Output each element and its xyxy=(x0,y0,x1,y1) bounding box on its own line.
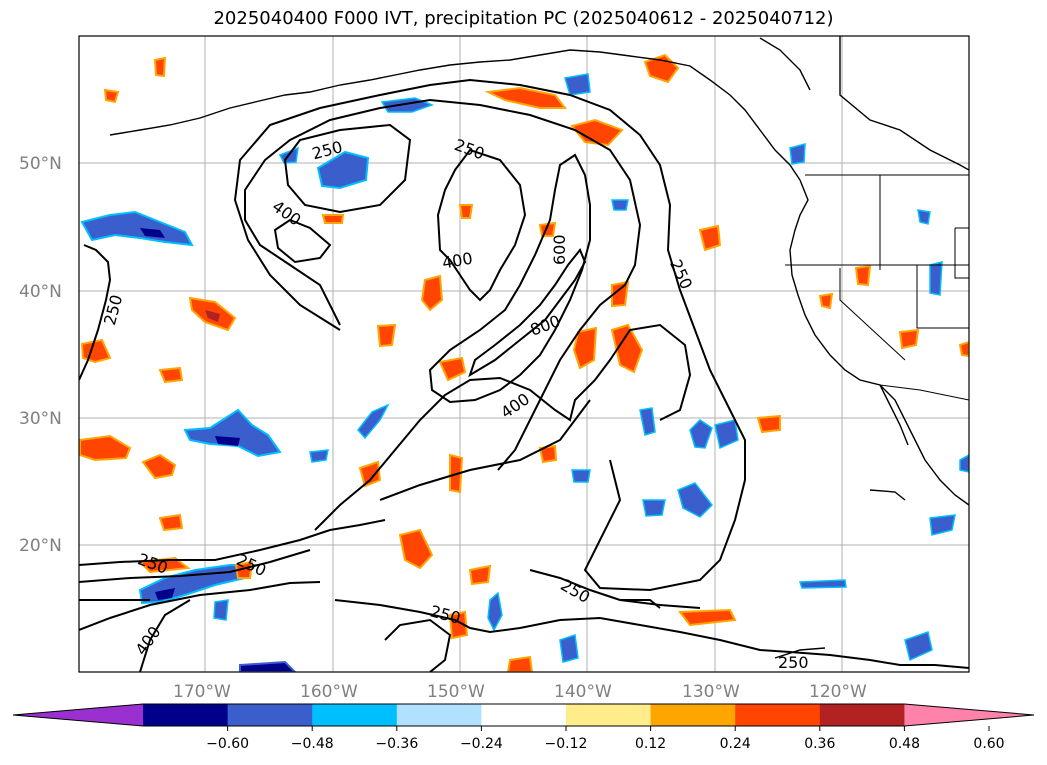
colorbar-extend-high xyxy=(904,704,1034,726)
colorbar-tick-label: −0.36 xyxy=(375,736,418,752)
lon-label-170w: 170°W xyxy=(173,682,231,702)
colorbar-segment xyxy=(143,704,229,726)
colorbar-ticks: −0.60 −0.48 −0.36 −0.24 −0.12 0.12 0.24 0.36 0.4… xyxy=(206,726,1005,752)
coastlines xyxy=(109,36,969,659)
colorbar-segment xyxy=(650,704,736,726)
lon-label-140w: 140°W xyxy=(554,682,612,702)
map-frame xyxy=(78,35,970,673)
colorbar-tick-label: −0.24 xyxy=(460,736,503,752)
colorbar-tick-label: 0.60 xyxy=(973,736,1004,752)
colorbar-tick-label: −0.12 xyxy=(545,736,588,752)
colorbar-tick-label: 0.48 xyxy=(889,736,920,752)
contour-label: 600 xyxy=(550,234,569,265)
longitude-labels: 170°W 160°W 150°W 140°W 130°W 120°W xyxy=(173,682,867,702)
political-borders xyxy=(785,174,969,401)
precip-positive-regions xyxy=(79,53,969,672)
ivt-contours xyxy=(79,78,969,672)
colorbar-extend-low xyxy=(13,704,143,726)
colorbar-segment xyxy=(566,704,652,726)
colorbar-tick-label: −0.48 xyxy=(291,736,334,752)
colorbar-tick-label: 0.36 xyxy=(804,736,835,752)
lon-label-160w: 160°W xyxy=(300,682,358,702)
colorbar xyxy=(12,703,1035,727)
colorbar-tick-label: 0.12 xyxy=(635,736,666,752)
lat-label-40n: 40°N xyxy=(19,282,62,302)
colorbar-segment xyxy=(312,704,398,726)
colorbar-tick-label: 0.24 xyxy=(720,736,751,752)
colorbar-outline xyxy=(12,703,1035,727)
lon-label-120w: 120°W xyxy=(809,682,867,702)
lon-label-130w: 130°W xyxy=(682,682,740,702)
contour-label: 250 xyxy=(778,653,809,672)
latitude-labels: 50°N 40°N 30°N 20°N xyxy=(19,154,62,556)
lat-label-20n: 20°N xyxy=(19,536,62,556)
colorbar-tick-label: −0.60 xyxy=(206,736,249,752)
colorbar-segment xyxy=(735,704,821,726)
lat-label-50n: 50°N xyxy=(19,154,62,174)
map-title: 2025040400 F000 IVT, precipitation PC (2… xyxy=(213,8,834,29)
lon-label-150w: 150°W xyxy=(427,682,485,702)
lat-label-30n: 30°N xyxy=(19,409,62,429)
colorbar-segment xyxy=(481,704,567,726)
precip-negative-regions xyxy=(80,73,969,672)
colorbar-segment xyxy=(396,704,482,726)
colorbar-segment xyxy=(227,704,313,726)
colorbar-segment xyxy=(819,704,905,726)
